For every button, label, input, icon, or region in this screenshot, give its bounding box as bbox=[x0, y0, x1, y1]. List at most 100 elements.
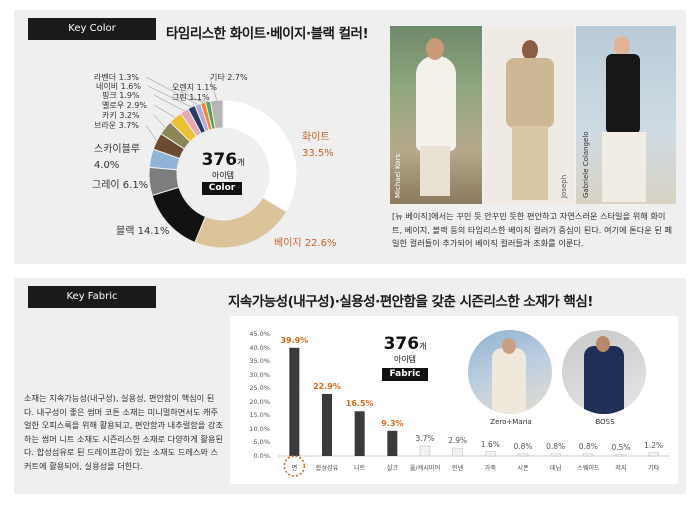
key-fabric-panel: Key Fabric 지속가능성(내구성)·실용성·편안함을 갖춘 시즌리스한 … bbox=[14, 278, 686, 494]
cream-outfit-figure bbox=[492, 348, 526, 414]
bar-value-label-4: 3.7% bbox=[415, 433, 435, 443]
bar-10 bbox=[615, 454, 627, 457]
bar-category-label-5: 린넨 bbox=[451, 465, 464, 472]
color-center-count: 376개 bbox=[201, 150, 245, 170]
runway-photo-gabriele-colangelo: Gabriele Colangelo bbox=[576, 26, 676, 204]
y-tick-label: 40.0% bbox=[249, 343, 270, 352]
bar-7 bbox=[517, 453, 529, 457]
bar-value-label-0: 39.9% bbox=[280, 335, 309, 345]
bar-8 bbox=[550, 453, 561, 457]
y-tick-label: 25.0% bbox=[249, 384, 270, 393]
y-tick-label: 0.0% bbox=[253, 452, 270, 460]
bar-value-label-5: 2.9% bbox=[448, 436, 468, 446]
highlight-circle bbox=[283, 455, 306, 477]
bar-1 bbox=[322, 393, 332, 456]
key-fabric-tag: Key Fabric bbox=[28, 286, 156, 308]
bar-category-label-6: 가죽 bbox=[484, 465, 497, 472]
donut-label-8: 핑크 1.9% bbox=[102, 91, 140, 100]
skirt-shape bbox=[420, 146, 450, 196]
color-donut-chart bbox=[145, 76, 298, 249]
navy-knit-figure bbox=[584, 346, 624, 414]
donut-label-4: 스카이블루 4.0% bbox=[94, 144, 140, 171]
beige-trousers bbox=[512, 126, 548, 200]
brand-label-zero-maria: Zero+Maria bbox=[490, 418, 532, 426]
donut-label-11: 오렌지 1.1% bbox=[172, 83, 217, 92]
bar-category-label-2: 니트 bbox=[353, 465, 366, 472]
y-tick-label: 45.0% bbox=[249, 330, 270, 338]
bar-5 bbox=[452, 447, 463, 457]
bar-value-label-6: 1.6% bbox=[480, 439, 500, 449]
photo-credit-michael-kors: Michael Kors bbox=[394, 153, 402, 198]
fabric-center-box: Fabric bbox=[382, 368, 428, 381]
runway-photo-michael-kors: Michael Kors bbox=[390, 26, 482, 204]
model-head bbox=[426, 38, 444, 60]
key-color-panel: Key Color 타임리스한 화이트·베이지·블랙 컬러! 화이트 33.5% 베… bbox=[14, 10, 686, 264]
white-outfit-figure bbox=[416, 56, 456, 151]
bar-value-label-7: 0.8% bbox=[513, 441, 533, 451]
donut-leader-line-10 bbox=[145, 76, 198, 105]
bar-9 bbox=[583, 453, 594, 457]
fabric-center-count: 376개 bbox=[383, 334, 427, 354]
bar-3 bbox=[387, 430, 398, 456]
donut-leader-line-7 bbox=[153, 104, 176, 118]
donut-slice-13 bbox=[209, 99, 224, 130]
bar-value-label-3: 9.3% bbox=[381, 418, 404, 428]
donut-label-9: 네이비 1.6% bbox=[96, 82, 141, 91]
donut-label-1: 베이지 22.6% bbox=[274, 238, 337, 249]
bar-2 bbox=[354, 411, 365, 456]
donut-leader-line-8 bbox=[153, 94, 185, 112]
color-section-title: 타임리스한 화이트·베이지·블랙 컬러! bbox=[166, 26, 369, 42]
bar-category-label-7: 시폰 bbox=[517, 465, 529, 472]
donut-label-0: 화이트 33.5% bbox=[302, 132, 334, 159]
photo-credit-gabriele-colangelo: Gabriele Colangelo bbox=[582, 131, 590, 198]
model-head bbox=[596, 336, 610, 352]
runway-photo-joseph: Joseph bbox=[484, 26, 574, 204]
bar-4 bbox=[419, 445, 431, 457]
black-top-figure bbox=[606, 54, 640, 134]
donut-label-2: 블랙 14.1% bbox=[116, 226, 170, 237]
bar-category-label-0: 면 bbox=[291, 465, 298, 472]
boss-photo bbox=[562, 330, 646, 414]
model-head bbox=[614, 36, 630, 56]
y-tick-label: 15.0% bbox=[249, 411, 270, 420]
bar-category-label-8: 데님 bbox=[549, 465, 562, 472]
donut-label-10: 라벤더 1.3% bbox=[94, 73, 139, 82]
bar-category-label-4: 울/캐시미어 bbox=[409, 465, 441, 472]
bar-category-label-9: 스웨이드 bbox=[576, 465, 600, 472]
donut-label-3: 그레이 6.1% bbox=[92, 180, 149, 191]
donut-leader-line-9 bbox=[147, 85, 192, 108]
bar-category-label-10: 저지 bbox=[615, 465, 627, 472]
donut-leader-line-12 bbox=[171, 96, 208, 102]
bar-11 bbox=[648, 452, 659, 457]
bar-category-label-1: 합성섬유 bbox=[315, 465, 339, 472]
bar-0 bbox=[289, 347, 300, 456]
donut-leader-line-13 bbox=[209, 76, 217, 101]
bar-value-label-8: 0.8% bbox=[546, 441, 566, 451]
model-head bbox=[522, 40, 538, 60]
donut-label-5: 브라운 3.7% bbox=[94, 121, 139, 130]
color-center-box: Color bbox=[202, 182, 242, 195]
zero-maria-photo bbox=[468, 330, 552, 414]
donut-leader-line-6 bbox=[153, 114, 166, 128]
bar-value-label-9: 0.8% bbox=[578, 441, 598, 451]
donut-label-6: 카키 3.2% bbox=[102, 111, 140, 120]
y-tick-label: 30.0% bbox=[249, 370, 270, 379]
color-center-label: 아이템 bbox=[211, 171, 235, 180]
donut-label-7: 옐로우 2.9% bbox=[102, 101, 147, 110]
bar-value-label-11: 1.2% bbox=[644, 440, 664, 450]
color-caption: [뉴 베이직]에서는 꾸민 듯 안꾸민 듯한 편안하고 자연스러운 스타일을 위… bbox=[392, 211, 673, 248]
donut-leader-line-5 bbox=[145, 124, 157, 142]
fabric-chart-card: 0.0% 5.0% 10.0% 15.0% 20.0% 25.0% 30.0% 35.0% 40… bbox=[230, 316, 678, 484]
bar-value-label-1: 22.9% bbox=[313, 381, 341, 391]
color-chart-area: 화이트 33.5% 베이지 22.6% 블랙 14.1% 그레이 6.1% 스카이블루 4.… bbox=[22, 46, 384, 256]
key-color-tag: Key Color bbox=[28, 18, 156, 40]
donut-label-13: 기타 2.7% bbox=[210, 73, 248, 82]
y-tick-label: 20.0% bbox=[249, 397, 270, 406]
fabric-center-label: 아이템 bbox=[393, 355, 417, 364]
bar-category-label-3: 실크 bbox=[386, 465, 399, 472]
y-tick-label: 10.0% bbox=[249, 424, 270, 433]
donut-slice-1 bbox=[194, 196, 288, 249]
y-tick-label: 5.0% bbox=[253, 438, 270, 447]
bar-value-label-2: 16.5% bbox=[345, 399, 374, 409]
brand-label-boss: BOSS bbox=[595, 418, 615, 426]
